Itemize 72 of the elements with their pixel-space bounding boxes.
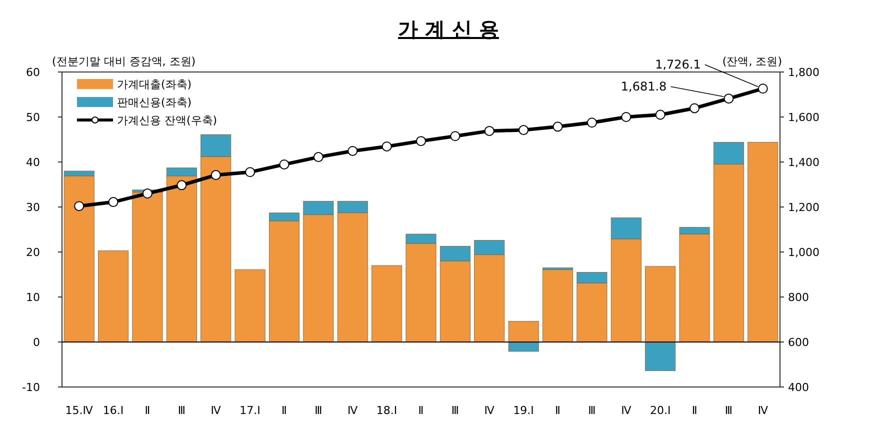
y2-tick-label: 1,000 — [788, 246, 820, 259]
y2-tick-label: 400 — [788, 381, 809, 394]
x-tick-label: Ⅱ — [282, 404, 287, 417]
x-tick-label: Ⅱ — [144, 404, 150, 417]
y2-tick-label: 800 — [788, 291, 809, 304]
point — [313, 152, 324, 162]
y-tick-label: 10 — [26, 291, 40, 304]
bar — [132, 192, 163, 342]
y-tick-label: 0 — [33, 336, 40, 349]
bar — [542, 269, 574, 342]
x-tick-label: Ⅳ — [348, 404, 359, 417]
point — [552, 122, 563, 132]
point — [690, 103, 700, 114]
y-tick-label: 60 — [26, 66, 40, 79]
x-tick-label: Ⅲ — [314, 404, 322, 417]
x-tick-label: Ⅳ — [758, 404, 769, 417]
y2-tick-label: 1,600 — [788, 111, 820, 124]
point — [279, 159, 290, 170]
point — [108, 197, 118, 208]
point — [74, 201, 84, 212]
point — [518, 125, 529, 136]
point — [655, 110, 666, 120]
y2-tick-label: 1,800 — [788, 66, 820, 79]
legend-label: 가계대출(좌축) — [117, 78, 192, 91]
legend-label: 가계신용 잔액(우축) — [117, 114, 218, 127]
legend-label: 판매신용(좌축) — [117, 96, 192, 109]
x-tick-label: 16.Ⅰ — [102, 404, 124, 417]
x-tick-label: Ⅳ — [621, 404, 632, 417]
x-tick-label: 19.Ⅰ — [513, 404, 534, 417]
point — [382, 141, 392, 152]
y-tick-label: 20 — [26, 246, 40, 259]
point — [758, 84, 768, 94]
point — [176, 180, 187, 190]
point — [210, 170, 221, 180]
point — [416, 136, 426, 146]
bar — [372, 265, 402, 342]
x-tick-label: 20.Ⅰ — [650, 404, 671, 417]
y2-axis-title: (잔액, 조원) — [722, 55, 782, 68]
x-tick-label: 17.Ⅰ — [240, 404, 260, 417]
y-tick-label: 50 — [26, 111, 40, 124]
x-tick-label: Ⅲ — [178, 404, 186, 417]
bar — [234, 269, 266, 342]
data-label: 1,681.8 — [620, 80, 667, 94]
point — [586, 118, 597, 128]
point — [142, 188, 152, 198]
x-tick-label: Ⅲ — [724, 404, 733, 417]
x-tick-label: 15.Ⅳ — [65, 404, 94, 417]
y-axis-title: (전분기말 대비 증감액, 조원) — [52, 55, 196, 68]
x-tick-label: Ⅳ — [484, 404, 496, 417]
data-label: 1,726.1 — [655, 58, 701, 72]
x-tick-label: Ⅲ — [588, 404, 596, 417]
y2-tick-label: 1,400 — [788, 156, 820, 169]
y2-tick-label: 1,200 — [788, 201, 820, 214]
y-tick-label: -10 — [22, 381, 40, 394]
point — [484, 126, 494, 136]
x-tick-label: 18.Ⅰ — [376, 404, 398, 417]
y-tick-label: 30 — [26, 201, 40, 214]
x-tick-label: Ⅱ — [555, 404, 560, 417]
point — [450, 131, 460, 142]
bar — [748, 142, 778, 342]
x-tick-label: Ⅳ — [210, 404, 222, 417]
point — [245, 167, 256, 178]
y2-tick-label: 600 — [788, 336, 809, 349]
point — [621, 112, 632, 122]
point — [724, 94, 734, 104]
x-tick-label: Ⅲ — [451, 404, 459, 417]
bar — [98, 250, 129, 342]
chart-title: 가 계 신 용 — [398, 17, 499, 41]
y-tick-label: 40 — [26, 156, 40, 169]
x-tick-label: Ⅱ — [692, 404, 698, 417]
x-tick-label: Ⅱ — [418, 404, 424, 417]
point — [348, 146, 358, 156]
